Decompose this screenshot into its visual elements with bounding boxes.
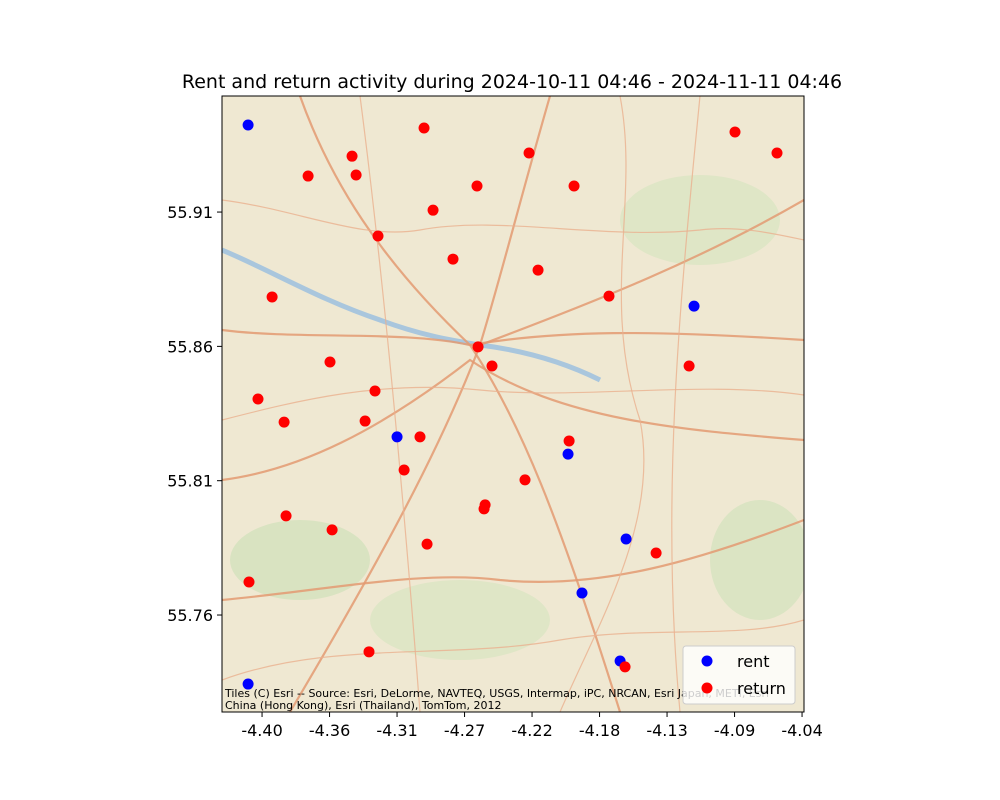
legend-marker [701,682,713,694]
point [620,533,632,545]
point [243,576,255,588]
x-tick-label: -4.31 [376,721,417,740]
point [418,122,430,134]
point [619,661,631,673]
attribution: China (Hong Kong), Esri (Thailand), TomT… [225,699,501,712]
point [519,474,531,486]
point [603,290,615,302]
x-tick-label: -4.09 [714,721,755,740]
point [363,646,375,658]
legend-marker [701,655,713,667]
point [350,169,362,181]
point [398,464,410,476]
x-tick-label: -4.18 [579,721,620,740]
point [242,678,254,690]
point [486,360,498,372]
legend-label: rent [737,652,769,671]
point [683,360,695,372]
y-tick-label: 55.81 [167,472,213,491]
point [324,356,336,368]
point [650,547,662,559]
point [562,448,574,460]
point [391,431,403,443]
point [472,341,484,353]
y-tick-label: 55.76 [167,606,213,625]
point [369,385,381,397]
point [421,538,433,550]
point [729,126,741,138]
point [252,393,264,405]
attribution: Tiles (C) Esri -- Source: Esri, DeLorme,… [224,687,769,700]
point [242,119,254,131]
chart-title: Rent and return activity during 2024-10-… [182,71,842,93]
point [427,204,439,216]
point [302,170,314,182]
x-tick-label: -4.22 [511,721,552,740]
point [372,230,384,242]
x-tick-label: -4.40 [241,721,282,740]
plot-frame [221,95,805,713]
point [346,150,358,162]
point [688,300,700,312]
point [568,180,580,192]
x-tick-label: -4.27 [444,721,485,740]
point [532,264,544,276]
point [576,587,588,599]
x-tick-label: -4.13 [646,721,687,740]
legend: rent return [682,645,796,705]
x-tick-label: -4.36 [309,721,350,740]
point [280,510,292,522]
point [478,503,490,515]
point [266,291,278,303]
x-tick-label: -4.04 [781,721,822,740]
map-background [222,96,804,712]
y-tick-label: 55.91 [167,203,213,222]
point [771,147,783,159]
point [414,431,426,443]
point [359,415,371,427]
point [471,180,483,192]
point [278,416,290,428]
point [326,524,338,536]
y-tick-label: 55.86 [167,337,213,356]
point [563,435,575,447]
legend-label: return [737,679,786,698]
point [447,253,459,265]
point [523,147,535,159]
